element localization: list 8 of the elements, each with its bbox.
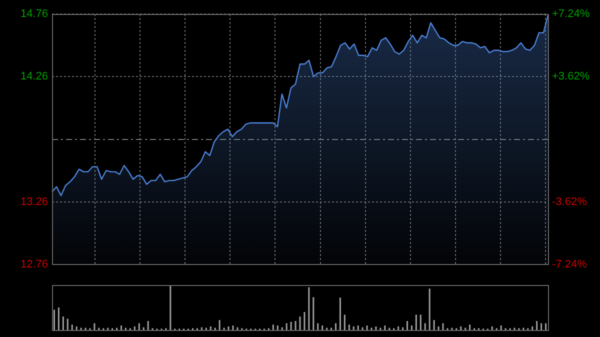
y-tick-label: 12.76: [20, 258, 48, 270]
y2-tick-label: -7.24%: [552, 258, 588, 270]
y-tick-label: 14.76: [20, 8, 48, 20]
y-tick-label: 13.26: [20, 196, 48, 208]
y-tick-label: 14.26: [20, 70, 48, 83]
y2-tick-label: -3.62%: [552, 196, 588, 208]
y2-tick-label: +3.62%: [552, 70, 590, 83]
y2-tick-label: +7.24%: [552, 8, 590, 20]
